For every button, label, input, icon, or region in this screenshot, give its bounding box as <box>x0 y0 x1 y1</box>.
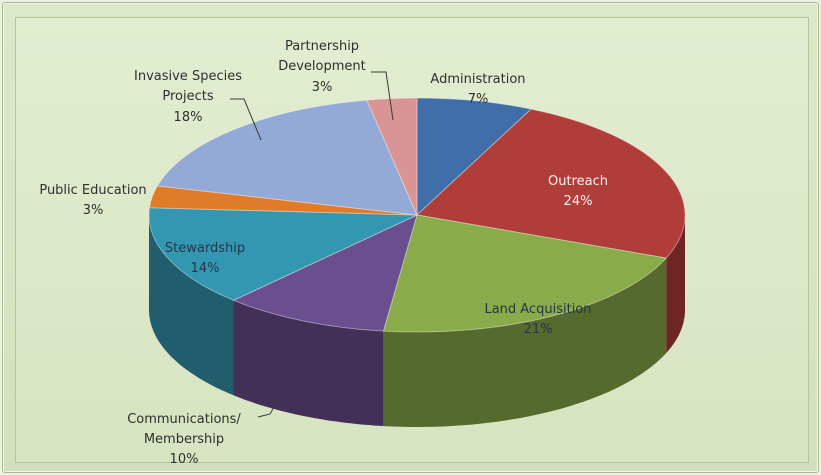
label-partnership-line2: Development <box>278 59 366 74</box>
pie-tops <box>148 97 686 333</box>
label-public-education-name: Public Education <box>39 183 146 198</box>
slice-labels: Administration 7% Outreach 24% Land Acqu… <box>39 39 608 467</box>
leader-line-partnership <box>371 71 394 121</box>
pie-slice-communications-membership <box>232 214 418 332</box>
pie-slice-administration <box>416 97 533 217</box>
label-land-acquisition-name: Land Acquisition <box>484 302 591 317</box>
label-communications-line2: Membership <box>144 432 224 447</box>
label-communications-line1: Communications/ <box>127 412 241 427</box>
label-invasive-line2: Projects <box>162 89 213 104</box>
label-partnership-line1: Partnership <box>285 39 359 54</box>
label-stewardship-name: Stewardship <box>165 241 245 256</box>
pie-slice-land-acquisition <box>382 214 668 333</box>
pie-slice-stewardship <box>148 207 418 301</box>
label-administration-name: Administration <box>430 72 525 87</box>
pie-slice-outreach <box>415 108 686 259</box>
pie-side-outreach <box>666 215 685 354</box>
label-outreach-value: 24% <box>564 194 593 209</box>
pie-sides <box>149 215 685 427</box>
label-invasive-line1: Invasive Species <box>134 69 242 84</box>
pie-slice-public-education <box>148 185 418 216</box>
label-invasive-value: 18% <box>174 110 203 125</box>
label-public-education-value: 3% <box>83 203 104 218</box>
label-administration-value: 7% <box>468 92 489 107</box>
leader-lines <box>230 71 394 418</box>
pie-slice-invasive-species-projects <box>156 99 418 216</box>
leader-line-invasive <box>230 98 262 141</box>
pie-side-land-acquisition <box>383 258 667 427</box>
pie-slice-partnership-development <box>366 97 418 216</box>
label-stewardship-value: 14% <box>191 261 220 276</box>
pie-side-stewardship <box>149 215 234 396</box>
label-communications-value: 10% <box>170 452 199 467</box>
label-land-acquisition-value: 21% <box>524 322 553 337</box>
label-outreach-name: Outreach <box>548 174 608 189</box>
leader-line-communications <box>257 395 281 418</box>
label-partnership-value: 3% <box>312 80 333 95</box>
pie-side-communications-membership <box>233 300 384 427</box>
